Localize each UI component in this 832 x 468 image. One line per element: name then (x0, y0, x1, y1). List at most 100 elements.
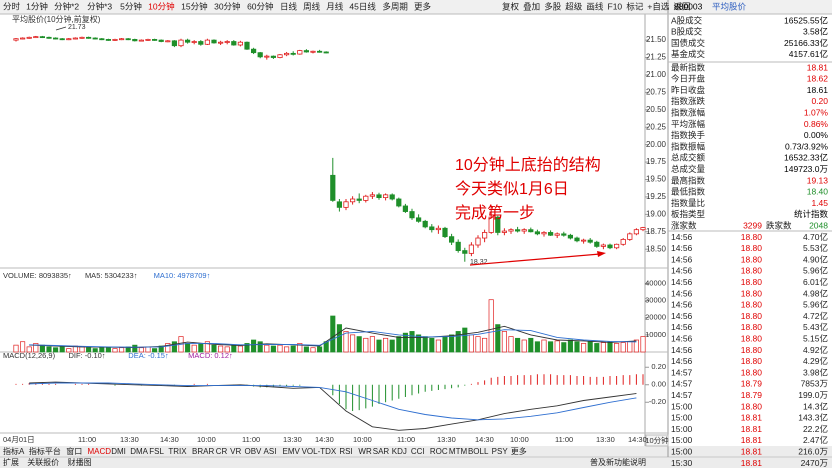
period-tab[interactable]: 分钟*2 (54, 1, 79, 11)
indicator-tab[interactable]: FSL (149, 447, 164, 456)
indicator-tab[interactable]: 更多 (511, 446, 527, 456)
period-tab[interactable]: 10分钟 (148, 1, 174, 11)
annotation-arrow (469, 253, 601, 266)
period-tab[interactable]: 30分钟 (214, 1, 240, 11)
toolbar-button[interactable]: 复权 (502, 1, 520, 11)
candle-body (561, 233, 567, 236)
status-item[interactable]: 普及新功能说明 (590, 457, 646, 467)
toolbar-button[interactable]: 画线 (586, 1, 604, 11)
indicator-tab[interactable]: DMA (130, 447, 148, 456)
candle-body (396, 198, 402, 207)
period-tab[interactable]: 周线 (303, 1, 321, 11)
indicator-tab[interactable]: TRIX (168, 447, 187, 456)
period-tab[interactable]: 月线 (326, 1, 344, 11)
volume-bar (350, 334, 356, 353)
candle-body (468, 244, 475, 254)
period-tab[interactable]: 更多 (414, 1, 432, 11)
volume-bar (191, 344, 197, 353)
period-tab[interactable]: 多周期 (382, 1, 408, 11)
period-tab[interactable]: 分钟*3 (87, 1, 112, 11)
volume-bar (501, 331, 507, 353)
tick-price: 18.80 (741, 288, 763, 298)
period-tab[interactable]: 日线 (280, 1, 298, 11)
x-tick-label: 13:30 (120, 435, 139, 444)
tick-volume: 3.98亿 (803, 367, 828, 377)
tick-price: 18.79 (741, 390, 763, 400)
indicator-tab[interactable]: WR (358, 447, 372, 456)
status-item[interactable]: 扩展 (3, 457, 19, 467)
candle-body (19, 37, 26, 40)
indicator-tab[interactable]: BRAR (192, 447, 214, 456)
tick-time: 15:30 (671, 458, 693, 468)
volume-bar (528, 337, 534, 353)
indicator-tab[interactable]: BOLL (468, 447, 489, 456)
volume-bar (614, 343, 620, 353)
indicator-tab[interactable]: 指标A (3, 446, 25, 456)
toolbar-button[interactable]: 超级 (565, 1, 583, 11)
period-tab[interactable]: 60分钟 (247, 1, 273, 11)
candle-body (587, 239, 593, 243)
indicator-tab[interactable]: 指标平台 (29, 446, 61, 456)
indicator-tab[interactable]: ROC (430, 447, 448, 456)
toolbar-button[interactable]: 叠加 (523, 1, 540, 11)
tick-price: 18.80 (741, 322, 763, 332)
indicator-tab[interactable]: EMV (283, 447, 301, 456)
y-tick-label: -0.20 (649, 397, 666, 406)
volume-bar (402, 332, 408, 353)
indicator-tab[interactable]: VR (230, 447, 241, 456)
candle-body (501, 230, 508, 233)
toolbar-button[interactable]: 返回 (673, 1, 690, 11)
volume-bar (363, 337, 369, 353)
volume-bar (633, 339, 639, 353)
toolbar-button[interactable]: 多股 (544, 1, 562, 11)
period-tab[interactable]: 分时 (3, 1, 21, 11)
indicator-tab[interactable]: MTM (449, 447, 468, 456)
period-tab[interactable]: 1分钟 (26, 1, 48, 11)
volume-bar (475, 336, 481, 353)
toolbar-button[interactable]: +自选 (647, 1, 669, 11)
quote-value: 统计指数 (794, 209, 829, 219)
indicator-tab[interactable]: VOL-TDX (302, 447, 337, 456)
volume-bar (112, 348, 118, 353)
candle-body (283, 52, 290, 56)
candle-body (363, 195, 369, 201)
candle-body (567, 234, 574, 239)
indicator-tab[interactable]: PSY (492, 447, 509, 456)
candle-body (244, 41, 250, 50)
indicator-tab[interactable]: KDJ (392, 447, 407, 456)
indicator-tab[interactable]: DMI (111, 447, 126, 456)
volume-bar (541, 339, 547, 353)
indicator-tab[interactable]: 窗口 (66, 446, 82, 456)
quote-value: 1.45 (811, 198, 828, 208)
period-tab[interactable]: 45日线 (349, 1, 376, 11)
candle-body (323, 51, 329, 54)
tick-time: 14:56 (671, 300, 693, 310)
period-tab[interactable]: 15分钟 (181, 1, 207, 11)
quote-label: 总成交额 (671, 153, 706, 163)
toolbar-button[interactable]: F10 (608, 1, 623, 11)
breadth-value: 3299 (743, 220, 762, 230)
indicator-tab[interactable]: SAR (373, 447, 390, 456)
toolbar-button[interactable]: 标记 (626, 1, 644, 11)
tick-price: 18.80 (741, 232, 763, 242)
volume-bar (26, 346, 32, 353)
indicator-tab[interactable]: RSI (339, 447, 352, 456)
volume-legend: MA5: 5304233↑ (85, 271, 138, 280)
tick-volume: 4.98亿 (803, 288, 828, 298)
indicator-tab[interactable]: CCI (411, 447, 425, 456)
indicator-tab[interactable]: ASI (264, 447, 277, 456)
indicator-tab[interactable]: CR (216, 447, 228, 456)
status-item[interactable]: 关联报价 (27, 457, 59, 467)
x-tick-label: 11:00 (555, 435, 573, 444)
tick-volume: 2.47亿 (803, 435, 828, 445)
volume-bar (264, 344, 270, 353)
tick-price: 18.80 (741, 311, 763, 321)
status-item[interactable]: 财播图 (68, 457, 92, 467)
quote-label: 指数振幅 (671, 141, 706, 151)
candle-body (356, 198, 362, 201)
period-tab[interactable]: 5分钟 (120, 1, 142, 11)
indicator-tab[interactable]: MACD (87, 447, 111, 456)
volume-bar (508, 336, 514, 353)
candle-body (138, 39, 144, 42)
indicator-tab[interactable]: OBV (244, 447, 262, 456)
